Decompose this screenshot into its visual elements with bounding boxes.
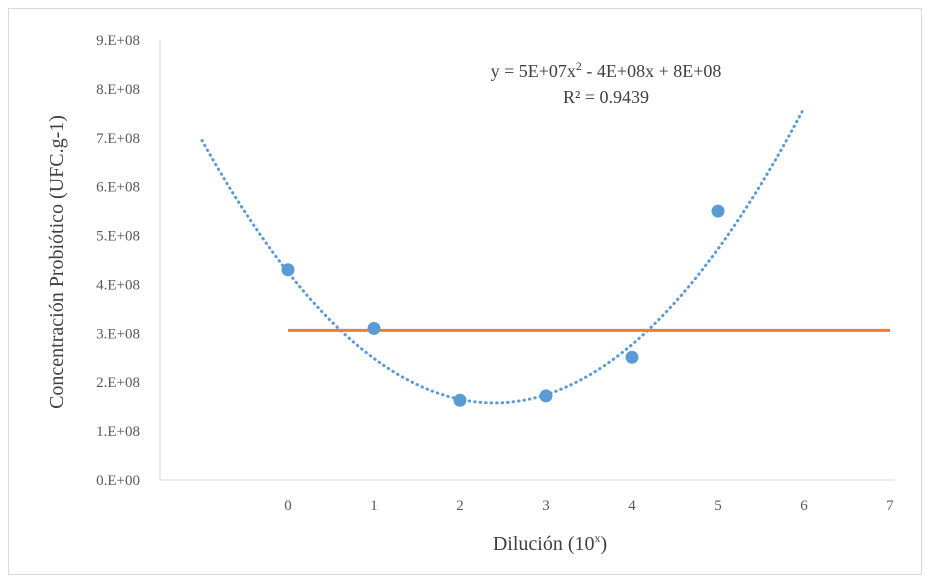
data-point <box>281 263 295 277</box>
axes <box>159 40 895 481</box>
x-tick-labels: 0 1 2 3 4 5 6 7 <box>284 498 894 514</box>
y-tick-label: 5.E+08 <box>96 229 140 245</box>
y-tick-label: 4.E+08 <box>96 277 140 293</box>
y-tick-label: 8.E+08 <box>96 82 140 98</box>
y-tick-label: 7.E+08 <box>96 131 140 147</box>
x-tick-label: 5 <box>714 498 722 514</box>
y-tick-label: 9.E+08 <box>96 33 140 49</box>
x-tick-label: 7 <box>886 498 894 514</box>
x-tick-label: 3 <box>542 498 550 514</box>
y-tick-label: 1.E+08 <box>96 424 140 440</box>
x-tick-label: 1 <box>370 498 378 514</box>
data-point <box>367 321 381 335</box>
trendline-equation: y = 5E+07x2 - 4E+08x + 8E+08 <box>491 59 722 81</box>
equation-pre: y = 5E+07x <box>491 61 576 81</box>
x-tick-label: 6 <box>800 498 808 514</box>
data-point <box>625 350 639 364</box>
trendline <box>200 106 806 405</box>
x-tick-label: 2 <box>456 498 464 514</box>
equation-post: - 4E+08x + 8E+08 <box>582 61 721 81</box>
y-tick-label: 6.E+08 <box>96 180 140 196</box>
r-squared-label: R² = 0.9439 <box>563 87 649 107</box>
data-point <box>453 393 467 407</box>
equation-sup: 2 <box>576 59 582 73</box>
y-tick-label: 2.E+08 <box>96 375 140 391</box>
plot-area <box>200 106 890 407</box>
x-tick-label: 0 <box>284 498 292 514</box>
y-tick-labels: 0.E+00 1.E+08 2.E+08 3.E+08 4.E+08 5.E+08 6.E+… <box>96 33 140 489</box>
x-axis-title-sup: x <box>594 531 600 545</box>
data-point <box>539 389 553 403</box>
x-axis-title: Dilución (10x) <box>493 531 607 555</box>
x-tick-label: 4 <box>628 498 636 514</box>
data-point <box>711 204 725 218</box>
y-tick-label: 3.E+08 <box>96 326 140 342</box>
x-axis-title-main: Dilución (10 <box>493 533 595 555</box>
y-tick-label: 0.E+00 <box>96 473 140 489</box>
y-axis-title: Concentración Probiótico (UFC.g-1) <box>46 115 68 409</box>
x-axis-title-end: ) <box>600 533 607 555</box>
